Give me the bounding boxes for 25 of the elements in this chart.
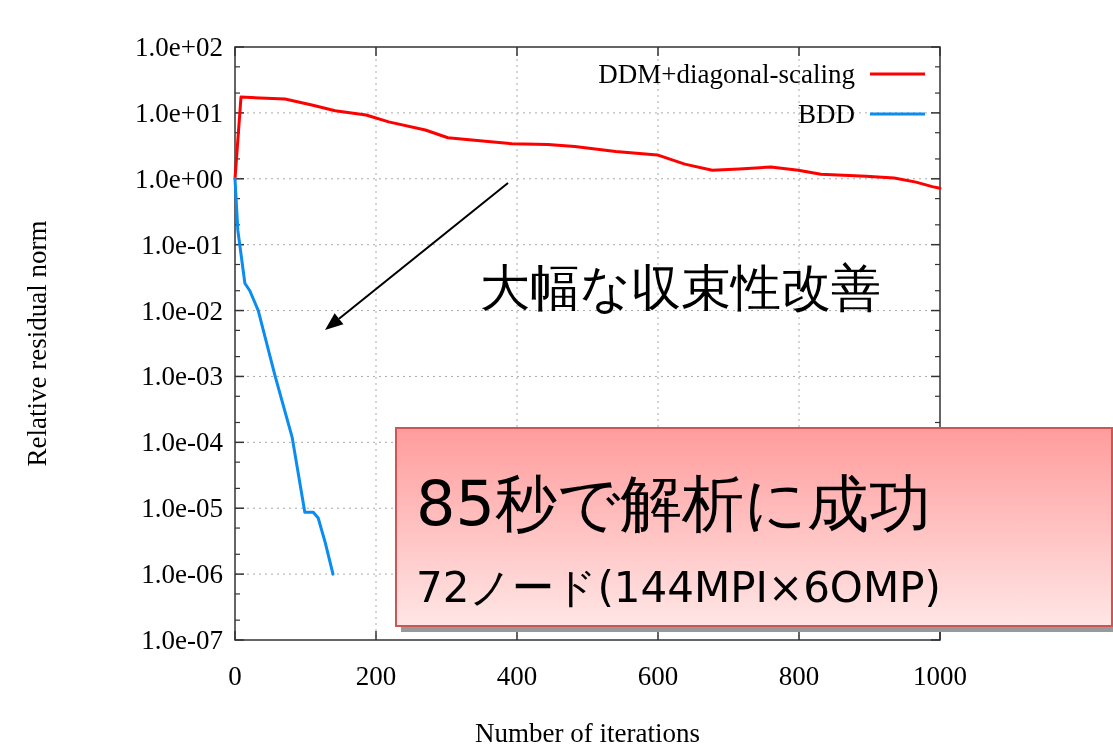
annotation: 大幅な収束性改善 — [480, 259, 881, 317]
x-tick-label: 1000 — [913, 661, 967, 691]
y-tick-label: 1.0e+02 — [135, 32, 223, 62]
y-tick-label: 1.0e+01 — [135, 97, 223, 128]
annotation: 72ノード(144MPI×6OMP) — [416, 563, 941, 612]
x-tick-label: 800 — [778, 661, 820, 691]
y-axis-title: Relative residual norm — [22, 220, 52, 467]
y-tick-label: 1.0e-03 — [141, 361, 223, 392]
y-tick-label: 1.0e-04 — [141, 427, 224, 458]
y-tick-label: 1.0e+00 — [135, 163, 223, 194]
x-tick-label: 200 — [355, 661, 397, 691]
line-series — [233, 177, 335, 576]
y-tick-label: 1.0e-05 — [141, 493, 223, 524]
legend-label: BDD — [797, 99, 855, 129]
x-tick-label: 400 — [496, 661, 538, 691]
y-tick-label: 1.0e-06 — [141, 559, 223, 590]
x-tick-label: 0 — [228, 661, 242, 691]
y-tick-label: 1.0e-01 — [141, 229, 223, 260]
x-axis-title: Number of iterations — [475, 718, 700, 748]
x-tick-label: 600 — [637, 661, 679, 691]
line-series — [233, 95, 942, 190]
y-tick-label: 1.0e-02 — [141, 295, 223, 326]
annotation: 85秒で解析に成功 — [416, 467, 931, 540]
legend-label: DDM+diagonal-scaling — [598, 59, 855, 89]
y-tick-label: 1.0e-07 — [141, 625, 223, 655]
